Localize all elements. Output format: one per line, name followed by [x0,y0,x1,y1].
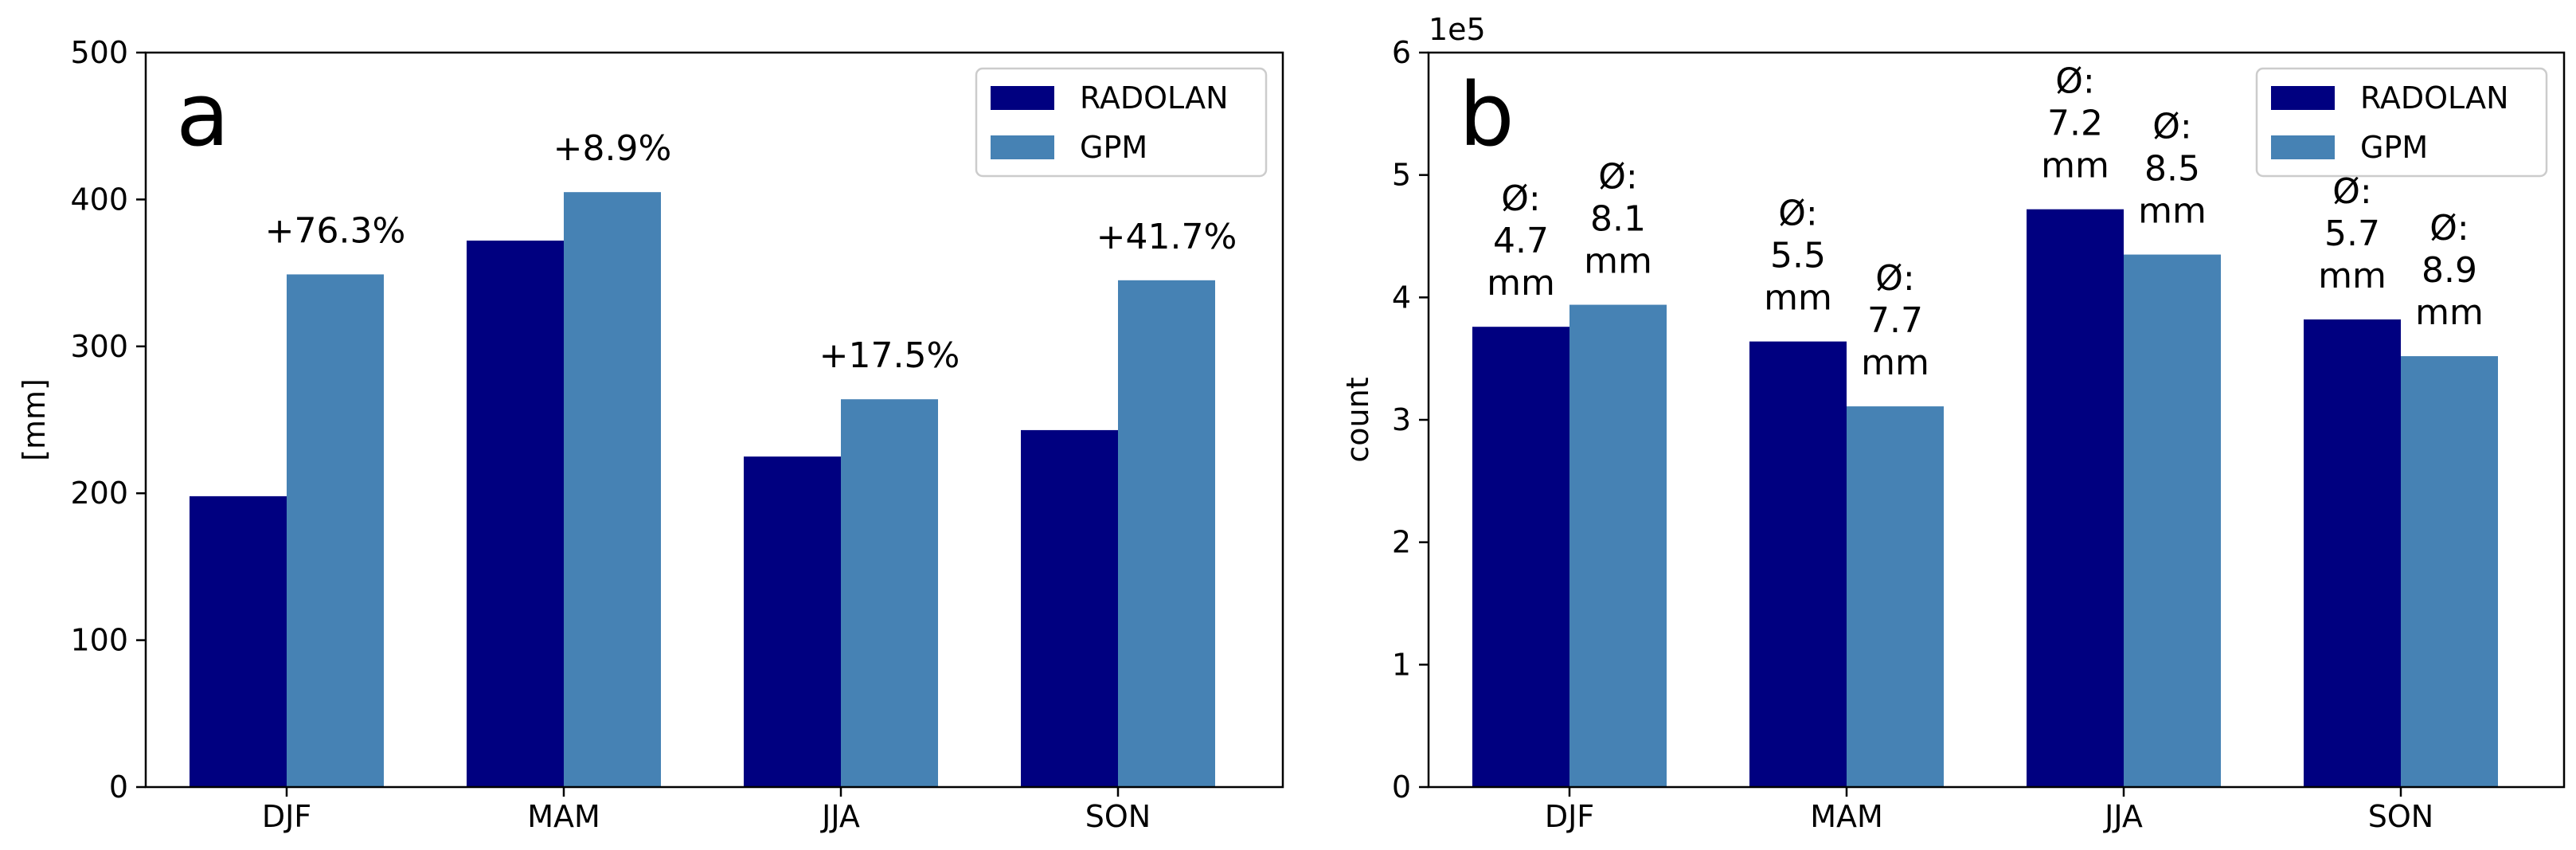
y-tick-label: 2 [1392,525,1411,560]
bar-annotation: mm [2318,256,2386,296]
bar-gpm-son [1118,280,1215,787]
bar-gpm-mam [1847,406,1944,787]
x-tick-label: JJA [820,799,860,834]
bar-annotation: Ø: [1598,157,1637,198]
y-tick-label: 6 [1392,35,1411,70]
axes-frame [144,51,1284,789]
y-tick-label: 1 [1392,647,1411,682]
legend-swatch-gpm [2271,135,2335,159]
x-tick-label: JJA [2103,799,2143,834]
bar-annotation: 7.2 [2047,104,2103,144]
bar-annotation: 5.5 [1770,236,1826,276]
bar-annotation: Ø: [1501,178,1540,219]
legend-label-radolan: RADOLAN [2360,80,2509,116]
bar-annotation: +17.5% [819,335,960,376]
bar-radolan-son [1021,429,1118,787]
bar-annotation: mm [1764,278,1832,319]
panel-label: a [176,64,229,166]
x-tick-label: SON [1085,799,1151,834]
y-tick-label: 3 [1392,402,1411,437]
y-tick-label: 400 [70,182,128,217]
x-tick-label: MAM [527,799,600,834]
y-tick-label: 200 [70,476,128,511]
bar-annotation: 8.9 [2422,250,2477,291]
y-tick-label: 4 [1392,280,1411,315]
bar-gpm-mam [564,192,661,787]
y-tick-label: 0 [1392,770,1411,805]
bar-gpm-jja [2124,254,2221,787]
y-tick-label: 100 [70,623,128,658]
x-tick-label: DJF [262,799,311,834]
legend-label-radolan: RADOLAN [1080,80,1229,116]
bar-annotation: mm [1584,241,1652,282]
bar-annotation: +8.9% [553,128,672,169]
y-axis-label: [mm] [17,378,52,461]
bar-annotation: Ø: [1778,194,1817,234]
bar-annotation: mm [2041,146,2109,186]
bar-radolan-mam [1749,341,1847,787]
panel-a-chart: +76.3% +8.9% +17.5% +41.7% 0 100 200 300 400 500 D… [17,35,1284,834]
bar-gpm-djf [1569,304,1667,787]
y-axis-label: count [1340,377,1375,462]
bar-gpm-djf [287,274,384,788]
legend-label-gpm: GPM [1080,130,1147,165]
bar-annotation: +76.3% [265,210,406,251]
bar-annotation: mm [2415,292,2484,333]
bar-annotation: 7.7 [1867,300,1923,341]
bar-annotation: Ø: [2429,208,2469,249]
legend-swatch-gpm [991,135,1054,159]
bar-radolan-jja [2027,209,2124,787]
axis-multiplier: 1e5 [1429,12,1486,47]
bar-annotation: 8.5 [2144,149,2200,190]
panel-label: b [1459,64,1515,166]
bar-annotation: Ø: [2152,107,2191,147]
legend-label-gpm: GPM [2360,130,2428,165]
bar-annotation: Ø: [2055,61,2094,102]
bar-radolan-djf [1472,327,1569,787]
bar-radolan-mam [467,241,564,788]
bar-annotation: 8.1 [1590,199,1646,240]
bar-annotation: +41.7% [1096,217,1237,257]
y-tick-label: 500 [70,35,128,70]
bar-annotation: 5.7 [2324,213,2380,254]
bar-annotation: Ø: [1875,258,1914,299]
bar-gpm-jja [841,399,938,787]
legend-swatch-radolan [2271,86,2335,110]
bar-annotation: mm [1487,263,1555,304]
y-tick-label: 300 [70,329,128,364]
bar-annotation: mm [2138,191,2207,232]
bar-annotation: Ø: [2332,171,2371,212]
bar-annotation: mm [1861,343,1929,383]
legend-swatch-radolan [991,86,1054,110]
x-tick-label: DJF [1545,799,1594,834]
bar-annotation: 4.7 [1493,221,1549,261]
x-tick-label: SON [2368,799,2433,834]
bar-radolan-son [2304,319,2401,787]
y-tick-label: 5 [1392,158,1411,193]
bar-radolan-jja [744,456,841,787]
x-tick-label: MAM [1810,799,1883,834]
y-tick-label: 0 [109,770,128,805]
bar-radolan-djf [190,496,287,787]
bar-gpm-son [2401,356,2498,787]
